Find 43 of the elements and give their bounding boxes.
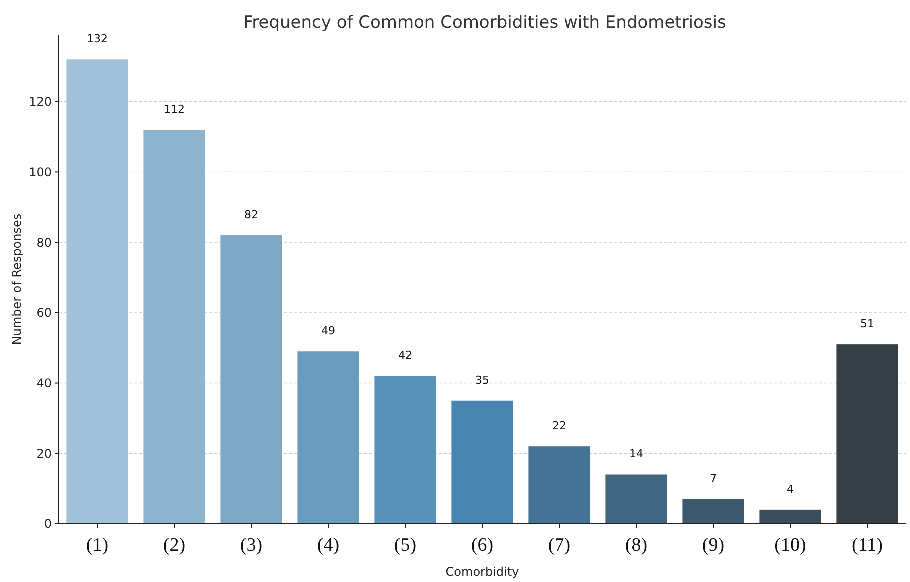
x-tick-label: (3): [240, 535, 263, 556]
data-label: 35: [476, 374, 490, 387]
bar: [528, 446, 590, 524]
x-tick-label: (7): [548, 535, 571, 556]
bar: [682, 499, 744, 524]
y-tick-label: 120: [29, 95, 52, 110]
chart-title: Frequency of Common Comorbidities with Endometriosis: [244, 13, 727, 33]
data-label: 7: [710, 472, 717, 486]
bar: [220, 236, 282, 524]
y-tick-label: 80: [36, 236, 52, 250]
x-tick-label: (6): [471, 535, 494, 556]
x-tick-label: (8): [625, 535, 648, 556]
x-tick-label: (10): [774, 535, 806, 556]
y-tick-label: 0: [44, 517, 52, 532]
y-tick-label: 60: [36, 306, 52, 320]
data-label: 42: [398, 349, 412, 362]
data-label: 82: [244, 208, 258, 222]
bar: [452, 400, 514, 524]
x-tick-label: (5): [394, 535, 417, 556]
bar: [760, 510, 822, 524]
y-tick-label: 40: [36, 376, 52, 390]
x-tick-label: (9): [702, 535, 725, 556]
data-label: 14: [630, 448, 644, 461]
x-tick-label: (1): [86, 535, 109, 556]
y-tick-label: 100: [29, 165, 52, 180]
data-label: 132: [87, 32, 108, 46]
data-label: 112: [164, 102, 185, 116]
bar: [374, 376, 436, 524]
y-tick-label: 20: [36, 446, 52, 461]
data-label: 4: [787, 482, 794, 496]
data-label: 22: [552, 420, 566, 433]
x-axis-title: Comorbidity: [446, 565, 520, 579]
x-tick-label: (2): [163, 535, 186, 556]
data-label: 51: [860, 318, 874, 331]
x-tick-label: (4): [317, 535, 340, 556]
bar: [836, 344, 898, 524]
x-tick-label: (11): [852, 535, 883, 556]
data-label: 49: [322, 324, 336, 338]
bar: [66, 60, 128, 524]
bar: [144, 130, 206, 524]
bar: [298, 352, 360, 524]
y-axis-title: Number of Responses: [10, 214, 24, 346]
bar: [606, 474, 668, 524]
